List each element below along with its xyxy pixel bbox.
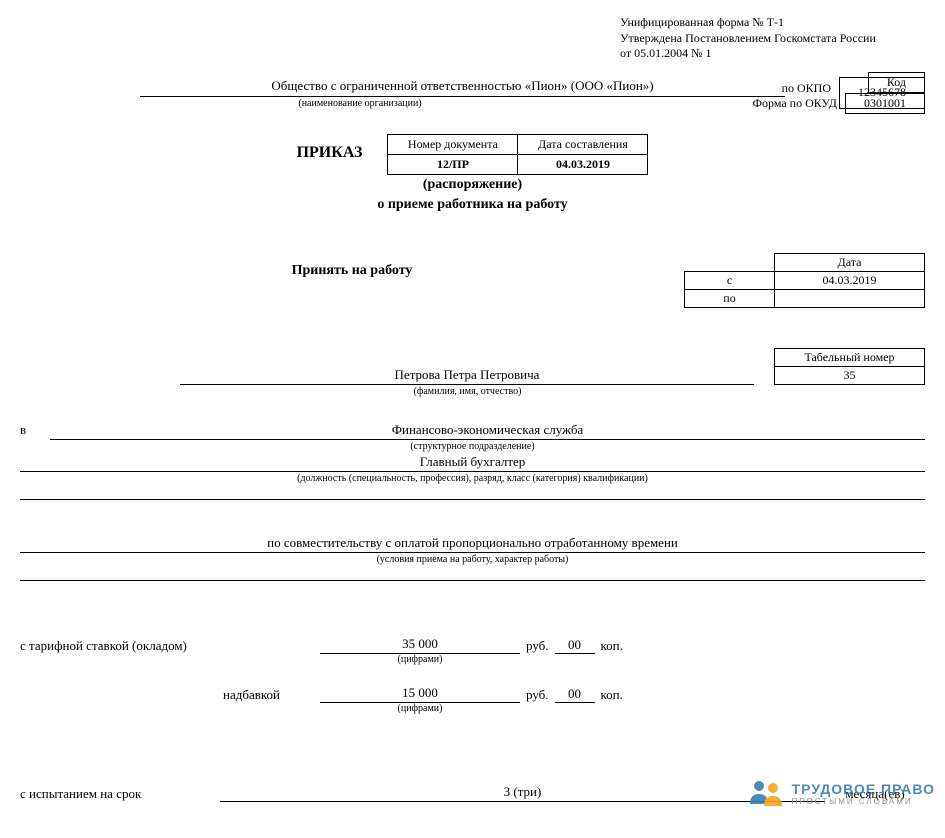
tab-number-table: Табельный номер 35 [774,348,925,385]
accept-label: Принять на работу [20,253,684,279]
doc-number-table: Номер документа Дата составления 12/ПР 0… [387,134,648,175]
accept-to-value [775,289,925,307]
bonus-sub: (цифрами) [320,703,520,714]
accept-date-table: Дата с 04.03.2019 по [684,253,925,308]
form-header-line1: Унифицированная форма № Т-1 [620,15,925,31]
watermark-line1: ТРУДОВОЕ ПРАВО [792,781,935,797]
form-header: Унифицированная форма № Т-1 Утверждена П… [620,15,925,62]
salary-kop: коп. [595,638,629,654]
accept-from-label: с [685,271,775,289]
dept-sublabel: (структурное подразделение) [20,441,925,452]
watermark: ТРУДОВОЕ ПРАВО ПРОСТЫМИ СЛОВАМИ [746,776,935,812]
salary-label: с тарифной ставкой (окладом) [20,638,320,654]
watermark-icon [746,776,786,812]
doc-num-header: Номер документа [388,134,518,154]
form-header-line3: от 05.01.2004 № 1 [620,46,925,62]
tab-header: Табельный номер [775,348,925,366]
accept-from-value: 04.03.2019 [775,271,925,289]
bonus-kop: коп. [595,687,629,703]
conditions-text: по совместительству с оплатой пропорцион… [20,535,925,553]
trial-value: 3 (три) [220,784,825,802]
okpo-value: 12345678 [840,77,925,108]
position-sublabel: (должность (специальность, профессия), р… [20,473,925,484]
accept-to-label: по [685,289,775,307]
org-name: Общество с ограниченной ответственностью… [140,78,785,97]
salary-sub: (цифрами) [320,654,520,665]
position-name: Главный бухгалтер [20,454,925,472]
salary-amount: 35 000 [320,636,520,654]
conditions-sublabel: (условия приема на работу, характер рабо… [20,554,925,565]
empty-line-2 [20,567,925,581]
empty-line-1 [20,486,925,500]
prikaz-about: о приеме работника на работу [20,197,925,213]
bonus-rub: руб. [520,687,555,703]
org-sublabel: (наименование организации) [140,98,580,109]
watermark-line2: ПРОСТЫМИ СЛОВАМИ [792,797,935,806]
form-header-line2: Утверждена Постановлением Госкомстата Ро… [620,31,925,47]
person-fio: Петрова Петра Петровича [180,367,754,385]
okpo-label: по ОКПО [782,81,831,109]
doc-date-value: 04.03.2019 [518,154,648,174]
tab-value: 35 [775,366,925,384]
prikaz-title: ПРИКАЗ [297,134,363,162]
fio-sublabel: (фамилия, имя, отчество) [180,386,755,397]
prikaz-sub: (распоряжение) [20,177,925,193]
dept-name: Финансово-экономическая служба [50,422,925,440]
salary-kop-val: 00 [555,637,595,654]
trial-label: с испытанием на срок [20,786,220,802]
v-label: в [20,422,50,440]
accept-date-header: Дата [775,253,925,271]
salary-rub: руб. [520,638,555,654]
bonus-label: надбавкой [20,687,320,703]
doc-num-value: 12/ПР [388,154,518,174]
doc-date-header: Дата составления [518,134,648,154]
bonus-kop-val: 00 [555,686,595,703]
bonus-amount: 15 000 [320,685,520,703]
